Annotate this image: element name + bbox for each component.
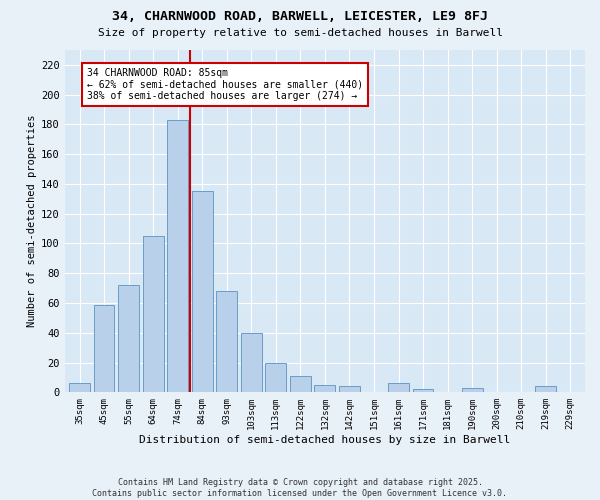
Bar bbox=[241, 333, 262, 392]
Bar bbox=[217, 291, 237, 392]
Bar bbox=[94, 304, 115, 392]
Bar bbox=[388, 384, 409, 392]
Bar bbox=[118, 285, 139, 393]
Text: Contains HM Land Registry data © Crown copyright and database right 2025.
Contai: Contains HM Land Registry data © Crown c… bbox=[92, 478, 508, 498]
Text: 34, CHARNWOOD ROAD, BARWELL, LEICESTER, LE9 8FJ: 34, CHARNWOOD ROAD, BARWELL, LEICESTER, … bbox=[112, 10, 488, 23]
X-axis label: Distribution of semi-detached houses by size in Barwell: Distribution of semi-detached houses by … bbox=[139, 435, 511, 445]
Bar bbox=[339, 386, 360, 392]
Bar bbox=[535, 386, 556, 392]
Bar bbox=[413, 390, 433, 392]
Bar bbox=[290, 376, 311, 392]
Bar bbox=[167, 120, 188, 392]
Text: Size of property relative to semi-detached houses in Barwell: Size of property relative to semi-detach… bbox=[97, 28, 503, 38]
Text: 34 CHARNWOOD ROAD: 85sqm
← 62% of semi-detached houses are smaller (440)
38% of : 34 CHARNWOOD ROAD: 85sqm ← 62% of semi-d… bbox=[87, 68, 363, 101]
Bar bbox=[461, 388, 482, 392]
Bar bbox=[314, 385, 335, 392]
Y-axis label: Number of semi-detached properties: Number of semi-detached properties bbox=[27, 115, 37, 328]
Bar bbox=[192, 192, 212, 392]
Bar bbox=[143, 236, 164, 392]
Bar bbox=[265, 362, 286, 392]
Bar bbox=[69, 384, 90, 392]
